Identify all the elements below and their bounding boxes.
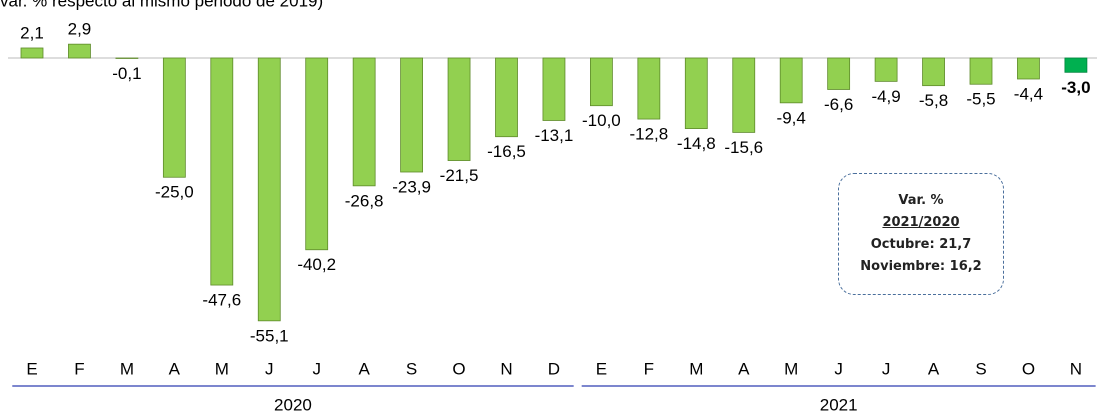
x-tick-label: S [406,359,417,378]
x-tick-label: M [784,359,798,378]
x-tick-label: M [215,359,229,378]
bar [637,57,661,120]
value-label: -21,5 [440,166,479,185]
x-tick-label: J [312,359,321,378]
value-label: 2,9 [68,20,92,39]
x-tick-label: A [358,359,370,378]
x-tick-label: E [26,359,37,378]
value-label: -9,4 [777,108,806,127]
value-label: -4,4 [1014,84,1043,103]
value-label: -47,6 [202,291,241,310]
annotation-line: Noviembre: 16,2 [860,259,982,274]
bar [257,57,281,322]
value-label: -3,0 [1061,78,1090,97]
bar [447,57,471,161]
group-label: 2021 [820,395,858,414]
value-label: -14,8 [677,134,716,153]
value-label: -5,8 [919,91,948,110]
bar [495,57,518,138]
value-label: 2,1 [20,23,44,42]
value-label: -13,1 [535,126,574,145]
bar [210,57,234,286]
bar [874,57,898,82]
x-tick-label: D [548,359,560,378]
bar [827,57,851,90]
value-label: -23,9 [392,177,431,196]
x-tick-label: A [169,359,181,378]
value-label: -6,6 [824,95,853,114]
annotation-line: Var. % [898,193,944,208]
bar [732,57,756,133]
value-label: -25,0 [155,183,194,202]
value-label: -12,8 [629,125,668,144]
value-label: -15,6 [724,138,763,157]
bar [305,57,329,251]
x-tick-label: O [1022,359,1035,378]
bar [20,47,44,59]
x-tick-label: M [689,359,703,378]
value-label: -40,2 [297,255,336,274]
x-tick-label: J [834,359,843,378]
annotation-box: Var. % 2021/2020 Octubre: 21,7 Noviembre… [838,173,1004,295]
x-tick-label: F [644,359,654,378]
x-tick-label: A [738,359,750,378]
value-label: -26,8 [345,191,384,210]
x-tick-label: J [265,359,274,378]
bar [1017,57,1040,80]
bar [922,57,945,87]
value-label: -4,9 [871,87,900,106]
annotation-line: 2021/2020 [882,215,960,230]
bar [969,57,993,85]
value-label: -5,5 [966,90,995,109]
bar [162,57,186,178]
bar [779,57,803,104]
annotation-line: Octubre: 21,7 [870,237,972,252]
value-label: -10,0 [582,111,621,130]
x-tick-label: N [1070,359,1082,378]
x-tick-label: A [928,359,940,378]
subtitle: var. % respecto al mismo periodo de 2019… [0,0,323,10]
x-tick-label: O [452,359,465,378]
bar [542,57,566,121]
x-tick-label: S [975,359,986,378]
bar [68,43,91,59]
x-tick-label: F [74,359,84,378]
value-label: -55,1 [250,326,289,345]
x-tick-label: N [500,359,512,378]
value-label: -16,5 [487,142,526,161]
x-tick-label: J [882,359,891,378]
bar [684,57,708,129]
bar [400,57,424,173]
group-label: 2020 [274,395,312,414]
x-tick-label: E [596,359,607,378]
x-tick-label: M [120,359,134,378]
value-label: -0,1 [112,64,141,83]
bar [1064,57,1088,73]
bar [352,57,376,187]
bar [590,57,613,107]
